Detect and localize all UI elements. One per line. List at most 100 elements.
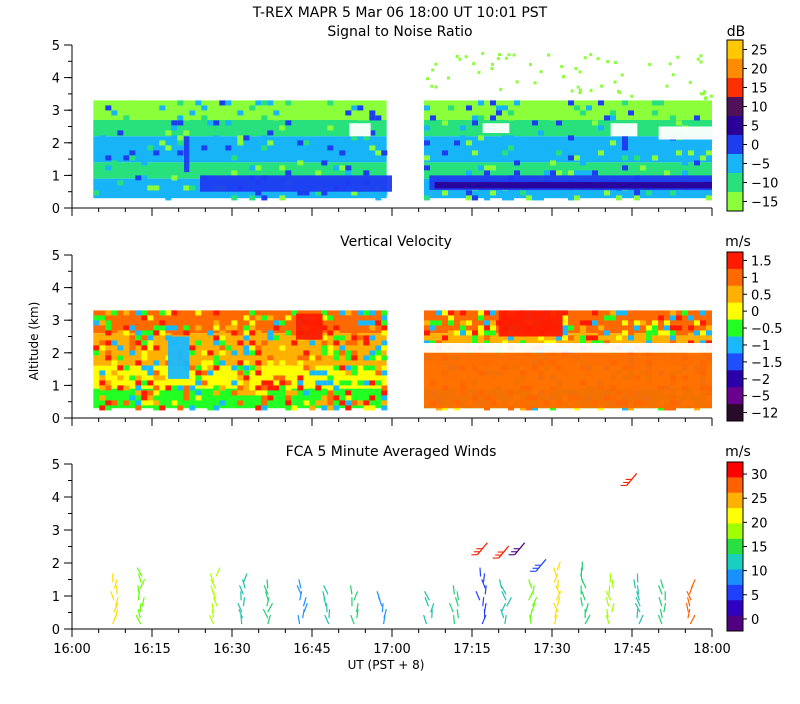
heatmap-cell [694, 320, 700, 325]
heatmap-cell [255, 390, 261, 395]
y-tick-label: 2 [52, 557, 60, 572]
heatmap-cell [255, 385, 261, 390]
heatmap-cell [141, 400, 147, 405]
heatmap-cell [153, 310, 159, 315]
heatmap-cell [556, 115, 562, 120]
heatmap-cell [460, 125, 466, 130]
heatmap-cell [225, 100, 231, 105]
colorbar-swatch [727, 493, 743, 509]
heatmap-cell [285, 120, 291, 125]
heatmap-cell [472, 150, 478, 155]
heatmap-cell [147, 185, 153, 190]
heatmap-feature [424, 353, 712, 408]
heatmap-cell [442, 310, 448, 315]
heatmap-cell [676, 325, 682, 330]
heatmap-cell [237, 390, 243, 395]
y-tick-label: 1 [52, 169, 60, 184]
heatmap-cell [327, 380, 333, 385]
heatmap-cell [598, 150, 604, 155]
heatmap-cell [93, 190, 99, 195]
heatmap-cell [285, 315, 291, 320]
heatmap-cell [177, 135, 183, 140]
heatmap-feature [424, 343, 712, 353]
heatmap-cell [369, 350, 375, 355]
heatmap-cell [622, 165, 628, 170]
heatmap-cell [333, 330, 339, 335]
heatmap-cell [381, 315, 387, 320]
heatmap-cell [99, 135, 105, 140]
heatmap-cell [568, 165, 574, 170]
heatmap-cell [490, 190, 496, 195]
heatmap-cell [195, 100, 201, 105]
heatmap-cell [207, 120, 213, 125]
heatmap-cell [219, 340, 225, 345]
heatmap-cell [231, 310, 237, 315]
heatmap-cell [201, 360, 207, 365]
heatmap-cell [321, 345, 327, 350]
heatmap-cell [532, 195, 538, 200]
heatmap-cell [345, 165, 351, 170]
heatmap-cell [243, 350, 249, 355]
heatmap-cell [357, 310, 363, 315]
noise-speck [507, 53, 510, 56]
heatmap-cell [213, 360, 219, 365]
heatmap-cell [177, 330, 183, 335]
heatmap-cell [430, 320, 436, 325]
heatmap-cell [550, 160, 556, 165]
heatmap-cell [303, 350, 309, 355]
heatmap-cell [165, 195, 171, 200]
heatmap-cell [255, 405, 261, 410]
heatmap-cell [670, 190, 676, 195]
heatmap-cell [153, 400, 159, 405]
heatmap-cell [706, 325, 712, 330]
colorbar-swatch [727, 616, 743, 632]
heatmap-cell [135, 390, 141, 395]
heatmap-cell [171, 175, 177, 180]
heatmap-cell [375, 195, 381, 200]
heatmap-cell [670, 315, 676, 320]
heatmap-cell [466, 190, 472, 195]
heatmap-cell [243, 310, 249, 315]
heatmap-cell [171, 310, 177, 315]
heatmap-cell [261, 145, 267, 150]
heatmap-cell [694, 160, 700, 165]
heatmap-cell [177, 115, 183, 120]
heatmap-cell [225, 315, 231, 320]
heatmap-cell [351, 330, 357, 335]
heatmap-cell [159, 330, 165, 335]
heatmap-cell [339, 350, 345, 355]
heatmap-cell [117, 330, 123, 335]
noise-speck [481, 52, 484, 55]
heatmap-cell [261, 135, 267, 140]
colorbar-swatch [727, 554, 743, 570]
heatmap-cell [345, 375, 351, 380]
heatmap-cell [351, 400, 357, 405]
heatmap-cell [195, 105, 201, 110]
heatmap-cell [141, 350, 147, 355]
heatmap-cell [255, 370, 261, 375]
heatmap-cell [646, 330, 652, 335]
heatmap-cell [682, 325, 688, 330]
heatmap-cell [129, 190, 135, 195]
heatmap-cell [454, 165, 460, 170]
heatmap-cell [327, 375, 333, 380]
heatmap-cell [490, 320, 496, 325]
heatmap-cell [273, 325, 279, 330]
heatmap-cell [333, 385, 339, 390]
heatmap-cell [424, 320, 430, 325]
colorbar-swatch [727, 303, 743, 320]
heatmap-cell [123, 155, 129, 160]
heatmap-cell [141, 335, 147, 340]
heatmap-cell [333, 140, 339, 145]
heatmap-cell [550, 170, 556, 175]
heatmap-cell [345, 355, 351, 360]
heatmap-cell [363, 355, 369, 360]
heatmap-cell [261, 400, 267, 405]
heatmap-cell [502, 195, 508, 200]
heatmap-cell [466, 105, 472, 110]
heatmap-cell [195, 340, 201, 345]
heatmap-cell [189, 345, 195, 350]
wind-vector [480, 568, 481, 577]
y-tick-label: 2 [52, 347, 60, 362]
heatmap-cell [345, 405, 351, 410]
